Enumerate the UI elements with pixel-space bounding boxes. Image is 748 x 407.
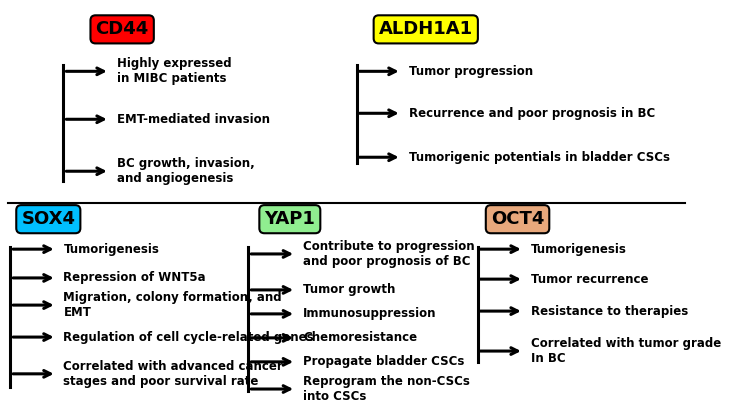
Text: Correlated with tumor grade
In BC: Correlated with tumor grade In BC (530, 337, 721, 365)
Text: OCT4: OCT4 (491, 210, 545, 228)
Text: Correlated with advanced cancer
stages and poor survival rate: Correlated with advanced cancer stages a… (64, 360, 283, 388)
Text: ALDH1A1: ALDH1A1 (378, 20, 473, 38)
Text: CD44: CD44 (96, 20, 149, 38)
Text: Tumor growth: Tumor growth (303, 283, 395, 296)
Text: Regulation of cell cycle-related genes: Regulation of cell cycle-related genes (64, 330, 314, 344)
Text: Resistance to therapies: Resistance to therapies (530, 304, 688, 317)
Text: EMT-mediated invasion: EMT-mediated invasion (117, 113, 269, 126)
Text: BC growth, invasion,
and angiogenesis: BC growth, invasion, and angiogenesis (117, 157, 254, 185)
Text: Chemoresistance: Chemoresistance (303, 331, 417, 344)
Text: Recurrence and poor prognosis in BC: Recurrence and poor prognosis in BC (408, 107, 654, 120)
Text: YAP1: YAP1 (264, 210, 315, 228)
Text: Tumorigenesis: Tumorigenesis (64, 243, 159, 256)
Text: Tumor recurrence: Tumor recurrence (530, 273, 649, 286)
Text: Repression of WNT5a: Repression of WNT5a (64, 271, 206, 284)
Text: Immunosuppression: Immunosuppression (303, 307, 436, 320)
Text: Propagate bladder CSCs: Propagate bladder CSCs (303, 355, 465, 368)
Text: Tumorigenesis: Tumorigenesis (530, 243, 627, 256)
Text: Highly expressed
in MIBC patients: Highly expressed in MIBC patients (117, 57, 231, 85)
Text: Tumor progression: Tumor progression (408, 65, 533, 78)
Text: Tumorigenic potentials in bladder CSCs: Tumorigenic potentials in bladder CSCs (408, 151, 669, 164)
Text: Migration, colony formation, and
EMT: Migration, colony formation, and EMT (64, 291, 282, 319)
Text: Contribute to progression
and poor prognosis of BC: Contribute to progression and poor progn… (303, 240, 474, 268)
Text: Reprogram the non-CSCs
into CSCs: Reprogram the non-CSCs into CSCs (303, 375, 470, 403)
Text: SOX4: SOX4 (21, 210, 76, 228)
